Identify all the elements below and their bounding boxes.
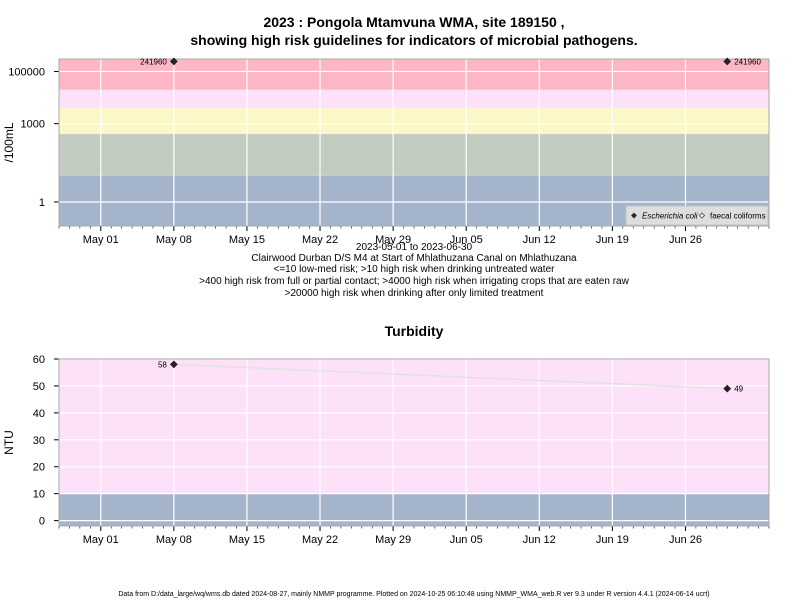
x-tick-label: May 01	[83, 234, 119, 246]
data-label: 58	[158, 360, 167, 369]
data-label: 241960	[140, 57, 167, 66]
x-tick-label: Jun 12	[523, 234, 556, 246]
y-tick-label: 20	[33, 462, 45, 474]
data-label: 241960	[734, 57, 761, 66]
y-tick-label: 40	[33, 408, 45, 420]
series-line	[173, 363, 728, 390]
plot-frame	[58, 58, 770, 227]
x-tick-label: Jun 19	[596, 534, 629, 546]
turbidity-chart: May 01 May 08 May 15 May 22 May 29 Jun 05 Jun …	[2, 354, 770, 546]
data-point	[169, 57, 178, 66]
legend-marker	[698, 212, 706, 219]
y-tick-label: 50	[33, 381, 45, 393]
note-date-range: 2023-05-01 to 2023-06-30	[356, 242, 473, 253]
x-tick-label: May 15	[229, 234, 265, 246]
x-tick-label: May 22	[302, 234, 338, 246]
y-tick-label: 10	[33, 489, 45, 501]
data-point	[169, 360, 178, 369]
x-tick-label: May 08	[156, 534, 192, 546]
x-tick-label: May 22	[302, 534, 338, 546]
y-tick-label: 100000	[8, 66, 45, 78]
turbidity-title: Turbidity	[385, 323, 444, 339]
risk-band-2	[59, 107, 769, 135]
data-label: 49	[734, 385, 743, 394]
x-tick-label: May 08	[156, 234, 192, 246]
legend-box	[625, 205, 769, 226]
legend-entry: faecal coliforms	[710, 212, 766, 221]
plot-frame	[58, 358, 770, 527]
risk-band-1	[59, 359, 769, 494]
note-risk-contact: >400 high risk from full or partial cont…	[199, 276, 629, 287]
y-tick-label: 0	[39, 516, 45, 528]
x-tick-label: Jun 26	[669, 534, 702, 546]
x-tick-label: Jun 19	[596, 234, 629, 246]
risk-band-3	[59, 89, 769, 108]
y-axis-label: NTU	[2, 430, 16, 455]
figure-title-line1: 2023 : Pongola Mtamvuna WMA, site 189150…	[263, 14, 564, 30]
x-tick-label: Jun 05	[450, 534, 483, 546]
y-axis-label: /100mL	[2, 122, 16, 162]
y-tick-label: 1	[39, 197, 45, 209]
x-tick-label: Jun 26	[669, 234, 702, 246]
note-risk-drinking: <=10 low-med risk; >10 high risk when dr…	[274, 264, 556, 275]
legend-marker	[630, 212, 638, 219]
footer-note: Data from D:/data_large/wq/wms.db dated …	[118, 591, 709, 598]
ecoli-chart: May 01 May 08 May 15 May 22 May 29 Jun 05 Jun …	[2, 57, 770, 246]
note-risk-treatment: >20000 high risk when drinking after onl…	[285, 288, 544, 299]
x-tick-label: Jun 12	[523, 534, 556, 546]
x-tick-label: May 29	[375, 234, 411, 246]
x-tick-label: Jun 05	[450, 234, 483, 246]
risk-band-4	[59, 59, 769, 90]
y-tick-label: 60	[33, 354, 45, 366]
data-point	[723, 384, 732, 393]
data-point	[723, 57, 732, 66]
y-tick-label: 1000	[21, 119, 45, 131]
y-tick-label: 30	[33, 435, 45, 447]
x-tick-label: May 01	[83, 534, 119, 546]
note-site: Clairwood Durban D/S M4 at Start of Mhla…	[251, 253, 577, 264]
x-tick-label: May 15	[229, 534, 265, 546]
x-tick-label: May 29	[375, 534, 411, 546]
figure-title-line2: showing high risk guidelines for indicat…	[190, 32, 637, 48]
legend-entry: Escherichia coli	[642, 212, 698, 221]
risk-band-1	[59, 134, 769, 176]
